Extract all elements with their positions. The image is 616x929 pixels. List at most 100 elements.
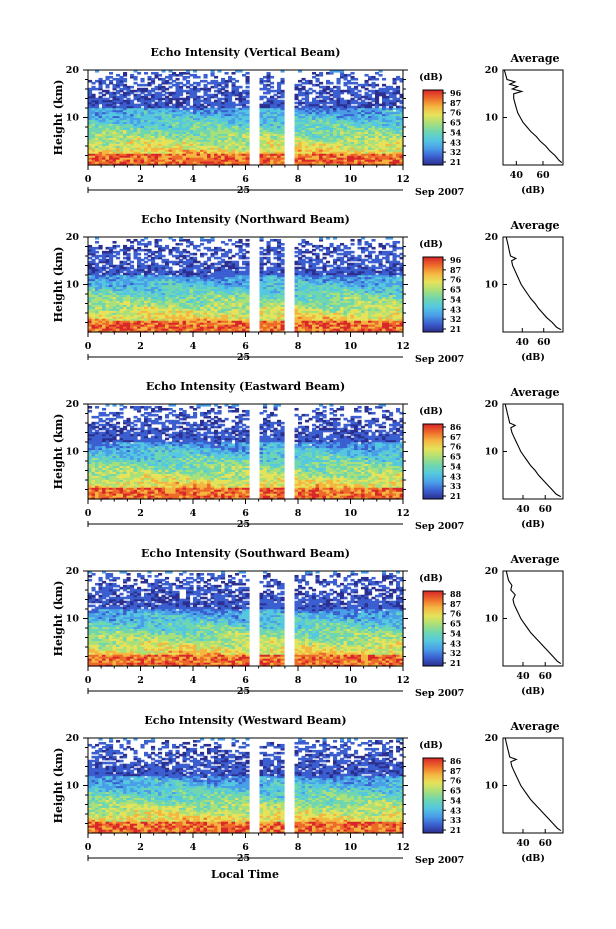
heatmap-cell	[319, 85, 324, 89]
heatmap-cell	[193, 137, 198, 140]
heatmap-cell	[343, 141, 348, 144]
heatmap-cell	[375, 77, 380, 81]
heatmap-cell	[172, 159, 177, 162]
heatmap-cell	[221, 155, 226, 158]
heatmap-cell	[158, 151, 163, 154]
heatmap-cell	[280, 161, 285, 164]
heatmap-cell	[210, 153, 215, 156]
heatmap-cell	[130, 143, 135, 146]
heatmap-cell	[308, 87, 313, 91]
heatmap-cell	[193, 135, 198, 138]
heatmap-cell	[389, 159, 394, 162]
heatmap-cell	[133, 161, 138, 164]
heatmap-cell	[315, 139, 320, 142]
heatmap-cell	[308, 153, 313, 156]
x-tick-label: 2	[137, 174, 144, 185]
heatmap-cell	[203, 137, 208, 140]
heatmap-cell	[217, 139, 222, 142]
heatmap-cell	[102, 135, 107, 138]
heatmap-cell	[319, 71, 324, 75]
heatmap-cell	[312, 97, 317, 101]
heatmap-cell	[91, 139, 96, 142]
heatmap-cell	[385, 95, 390, 99]
heatmap-cell	[217, 163, 222, 166]
heatmap-cell	[242, 151, 247, 154]
heatmap-cell	[392, 107, 397, 111]
heatmap-cell	[329, 157, 334, 160]
heatmap-cell	[357, 137, 362, 140]
heatmap-cell	[98, 145, 103, 148]
heatmap-cell	[298, 107, 303, 111]
heatmap-cell	[368, 141, 373, 144]
heatmap-cell	[235, 145, 240, 148]
heatmap-cell	[224, 137, 229, 140]
heatmap-cell	[326, 157, 331, 160]
heatmap-cell	[140, 147, 145, 150]
heatmap-cell	[154, 155, 159, 158]
heatmap-cell	[277, 153, 282, 156]
heatmap-cell	[165, 87, 170, 91]
heatmap-cell	[95, 139, 100, 142]
heatmap-cell	[203, 147, 208, 150]
heatmap-cell	[119, 151, 124, 154]
heatmap-cell	[161, 153, 166, 156]
heatmap-cell	[294, 135, 299, 138]
heatmap-cell	[200, 151, 205, 154]
heatmap-cell	[140, 163, 145, 166]
heatmap-cell	[168, 73, 173, 77]
heatmap-cell	[368, 147, 373, 150]
heatmap-cell	[95, 153, 100, 156]
heatmap-cell	[140, 87, 145, 91]
heatmap-cell	[242, 161, 247, 164]
heatmap-cell	[371, 139, 376, 142]
heatmap-cell	[133, 143, 138, 146]
heatmap-cell	[312, 159, 317, 162]
heatmap-cell	[329, 139, 334, 142]
heatmap-cell	[385, 155, 390, 158]
heatmap-cell	[116, 143, 121, 146]
heatmap-cell	[207, 135, 212, 138]
heatmap-cell	[140, 141, 145, 144]
heatmap-cell	[371, 81, 376, 85]
y-tick-label: 20	[66, 65, 80, 76]
heatmap-cell	[200, 155, 205, 158]
heatmap-cell	[116, 161, 121, 164]
heatmap-cell	[305, 163, 310, 166]
heatmap-cell	[357, 159, 362, 162]
heatmap-cell	[137, 145, 142, 148]
heatmap-cell	[165, 139, 170, 142]
heatmap-cell	[200, 143, 205, 146]
heatmap-cell	[368, 139, 373, 142]
heatmap-cell	[105, 97, 110, 101]
heatmap-cell	[354, 153, 359, 156]
heatmap-cell	[116, 89, 121, 93]
heatmap-cell	[200, 135, 205, 138]
date-suffix: Sep 2007	[415, 187, 464, 198]
heatmap-cell	[147, 135, 152, 138]
heatmap-cell	[168, 137, 173, 140]
heatmap-cell	[354, 85, 359, 89]
heatmap-cell	[354, 77, 359, 81]
heatmap-cell	[210, 159, 215, 162]
heatmap-cell	[259, 147, 264, 150]
heatmap-cell	[217, 145, 222, 148]
heatmap-cell	[217, 153, 222, 156]
heatmap-cell	[119, 149, 124, 152]
heatmap-cell	[88, 133, 93, 136]
heatmap-cell	[203, 161, 208, 164]
heatmap-cell	[259, 145, 264, 148]
heatmap-cell	[364, 151, 369, 154]
heatmap-cell	[245, 135, 250, 138]
heatmap-cell	[396, 153, 401, 156]
heatmap-cell	[207, 141, 212, 144]
heatmap-cell	[326, 153, 331, 156]
heatmap-cell	[207, 93, 212, 97]
heatmap-cell	[364, 135, 369, 138]
heatmap-cell	[242, 157, 247, 160]
heatmap-cell	[186, 75, 191, 79]
heatmap-cell	[364, 147, 369, 150]
heatmap-cell	[193, 133, 198, 136]
heatmap-cell	[277, 141, 282, 144]
heatmap-cell	[382, 149, 387, 152]
heatmap-cell	[203, 145, 208, 148]
